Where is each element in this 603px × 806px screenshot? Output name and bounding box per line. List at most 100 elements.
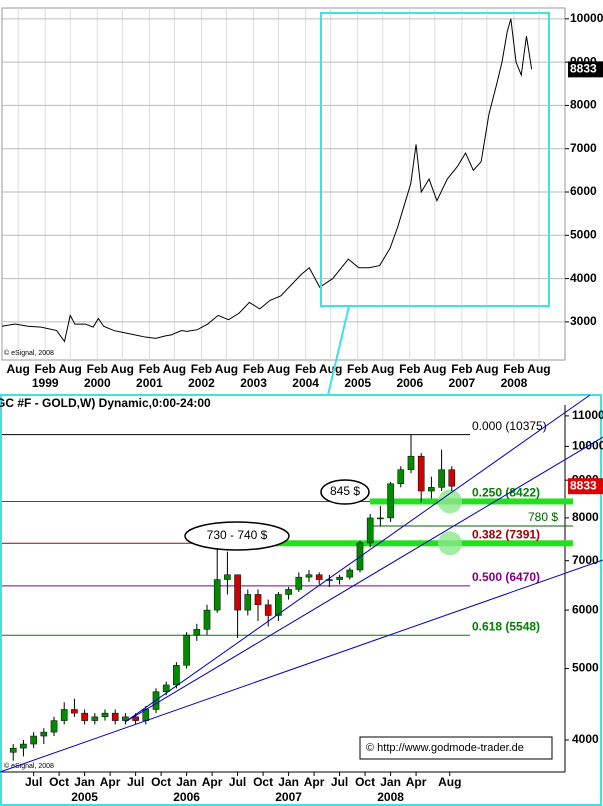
y-tick-label: 7000 bbox=[570, 141, 597, 155]
source-box bbox=[359, 736, 553, 760]
year-label: 2005 bbox=[344, 376, 371, 390]
level-label: 0.618 (5548) bbox=[472, 619, 540, 633]
candle-body bbox=[9, 747, 17, 753]
annotation-oval bbox=[184, 521, 290, 551]
candle-body bbox=[81, 712, 88, 721]
candle-body bbox=[122, 716, 129, 721]
x-tick-label: Feb bbox=[399, 362, 420, 376]
candle-body bbox=[213, 579, 221, 611]
level-glow bbox=[438, 531, 462, 556]
y-tick-label: 4000 bbox=[572, 732, 599, 746]
level-label: 780 $ bbox=[528, 510, 558, 524]
year-label: 1999 bbox=[32, 376, 59, 390]
x-tick-label: Feb bbox=[243, 362, 264, 376]
x-tick-label: Oct bbox=[49, 775, 69, 789]
x-tick-label: Feb bbox=[139, 362, 160, 376]
x-tick-label: Jul bbox=[229, 775, 246, 789]
x-tick-label: Oct bbox=[355, 775, 375, 789]
x-tick-label: Aug bbox=[6, 362, 29, 376]
y-tick-label: 10000 bbox=[570, 11, 603, 25]
candle-body bbox=[275, 594, 282, 616]
candle-body bbox=[30, 735, 37, 745]
candle-body bbox=[111, 712, 119, 721]
x-tick-label: Jul bbox=[331, 775, 348, 789]
year-label: 2003 bbox=[240, 376, 267, 390]
level-highlight bbox=[370, 498, 573, 505]
x-tick-label: Oct bbox=[151, 775, 171, 789]
chart-title: GC #F - GOLD,W) Dynamic,0:00-24:00 bbox=[0, 396, 211, 410]
last-price-label: 8833 bbox=[570, 62, 597, 76]
candle-body bbox=[50, 720, 58, 733]
x-tick-label: Aug bbox=[59, 362, 82, 376]
zoom-connector bbox=[327, 305, 350, 396]
credit: © eSignal, 2008 bbox=[4, 762, 54, 770]
plot-area bbox=[1, 7, 566, 361]
level-highlight bbox=[210, 540, 573, 547]
level-label: 0.382 (7391) bbox=[472, 527, 540, 541]
candle-body bbox=[407, 455, 415, 470]
x-tick-label: Apr bbox=[100, 775, 121, 789]
x-tick-label: Feb bbox=[503, 362, 524, 376]
y-tick-label: 4000 bbox=[570, 271, 597, 285]
zoom-box bbox=[320, 12, 550, 307]
x-tick-label: Apr bbox=[304, 775, 325, 789]
candle-body bbox=[193, 629, 201, 636]
x-tick-label: Aug bbox=[111, 362, 134, 376]
candle-body bbox=[234, 574, 241, 611]
year-label: 2008 bbox=[501, 376, 528, 390]
x-tick-label: Aug bbox=[475, 362, 498, 376]
candle-body bbox=[60, 709, 68, 721]
year-label: 2001 bbox=[136, 376, 163, 390]
y-tick-label: 3000 bbox=[570, 314, 597, 328]
y-tick-label: 10000 bbox=[572, 439, 603, 453]
x-tick-label: Aug bbox=[527, 362, 550, 376]
last-price-box bbox=[568, 61, 603, 78]
annotation-text: 730 - 740 $ bbox=[207, 528, 268, 542]
level-label: 0.500 (6470) bbox=[472, 570, 540, 584]
candle-body bbox=[40, 731, 48, 737]
candle-body bbox=[203, 609, 211, 630]
x-tick-label: Jan bbox=[278, 775, 299, 789]
x-tick-label: Apr bbox=[406, 775, 427, 789]
candle-body bbox=[417, 455, 425, 492]
year-label: 2005 bbox=[71, 790, 98, 804]
last-price-box bbox=[568, 478, 603, 495]
candle-body bbox=[183, 634, 190, 666]
x-tick-label: Jan bbox=[380, 775, 401, 789]
price-line bbox=[1, 18, 533, 343]
trend-line bbox=[124, 436, 603, 723]
detail-frame bbox=[0, 394, 602, 806]
last-price-label: 8833 bbox=[570, 478, 597, 492]
candle-body bbox=[438, 469, 445, 488]
y-tick-label: 11000 bbox=[572, 408, 603, 422]
candle-body bbox=[448, 469, 456, 487]
x-tick-label: Jul bbox=[127, 775, 144, 789]
candle-body bbox=[305, 574, 313, 578]
year-label: 2008 bbox=[377, 790, 404, 804]
x-tick-label: Feb bbox=[347, 362, 368, 376]
candle-body bbox=[315, 574, 323, 580]
x-tick-label: Aug bbox=[267, 362, 290, 376]
candle-body bbox=[132, 716, 139, 721]
year-label: 2007 bbox=[449, 376, 476, 390]
candle-body bbox=[91, 716, 99, 721]
candle-body bbox=[71, 709, 78, 714]
year-label: 2006 bbox=[173, 790, 200, 804]
year-label: 2000 bbox=[84, 376, 111, 390]
candle-body bbox=[244, 594, 252, 611]
year-label: 2004 bbox=[292, 376, 319, 390]
source-label: © http://www.godmode-trader.de bbox=[366, 742, 524, 754]
annotation-oval bbox=[320, 479, 370, 505]
x-tick-label: Aug bbox=[438, 775, 461, 789]
trend-line bbox=[0, 559, 603, 773]
x-tick-label: Feb bbox=[87, 362, 108, 376]
candle-body bbox=[397, 469, 405, 485]
candle-body bbox=[285, 589, 292, 595]
candle-body bbox=[377, 517, 384, 520]
candle-body bbox=[387, 483, 394, 519]
detail-chart: GC #F - GOLD,W) Dynamic,0:00-24:00 4000 50… bbox=[0, 396, 603, 804]
y-tick-label: 7000 bbox=[572, 553, 599, 567]
x-tick-label: Feb bbox=[191, 362, 212, 376]
